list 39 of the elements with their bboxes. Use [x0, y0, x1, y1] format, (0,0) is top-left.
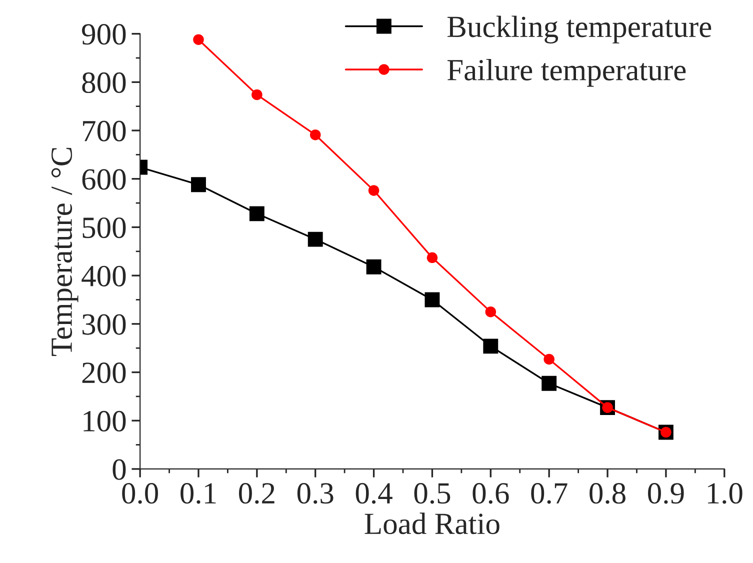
x-tick-label: 0.2: [238, 483, 274, 504]
point: [485, 306, 496, 318]
y-tick-label: 300: [82, 314, 126, 335]
x-tick-label: 0.4: [356, 483, 392, 504]
point: [249, 206, 264, 222]
y-tick-label: 700: [83, 120, 126, 142]
point: [368, 185, 380, 196]
x-tick-label: 0.7: [531, 483, 568, 504]
point: [252, 89, 262, 100]
legend-label: Failure temperature: [447, 58, 686, 87]
y-tick-label: 600: [82, 169, 126, 190]
x-tick-label: 0.0: [122, 483, 158, 504]
x-tick-label: 0.5: [414, 483, 450, 504]
y-tick-label: 800: [82, 72, 126, 94]
y-tick-label: 200: [82, 362, 126, 384]
x-tick-label: 0.3: [297, 483, 334, 504]
point: [193, 34, 204, 45]
point: [424, 292, 440, 308]
point: [191, 177, 206, 192]
point: [366, 259, 382, 274]
x-tick-label: 1.0: [708, 483, 742, 504]
x-tick-label: 0.8: [590, 483, 626, 504]
y-tick-label: 100: [84, 410, 126, 432]
point: [544, 354, 554, 365]
point: [310, 129, 321, 140]
y-tick-label: 900: [82, 24, 126, 45]
point: [483, 338, 498, 354]
x-tick-label: 0.1: [180, 483, 216, 504]
y-tick-label: 0: [112, 459, 126, 480]
point: [308, 232, 323, 247]
y-axis-title: Temperature / °C: [51, 148, 78, 356]
legend-label: Buckling temperature: [447, 16, 712, 44]
point: [542, 376, 557, 391]
y-tick-label: 500: [82, 217, 126, 238]
y-tick-label: 400: [82, 266, 126, 286]
x-axis-title: Load Ratio: [364, 512, 500, 534]
point: [426, 252, 438, 264]
x-tick-label: 0.6: [472, 483, 509, 504]
x-tick-label: 0.9: [648, 483, 684, 504]
